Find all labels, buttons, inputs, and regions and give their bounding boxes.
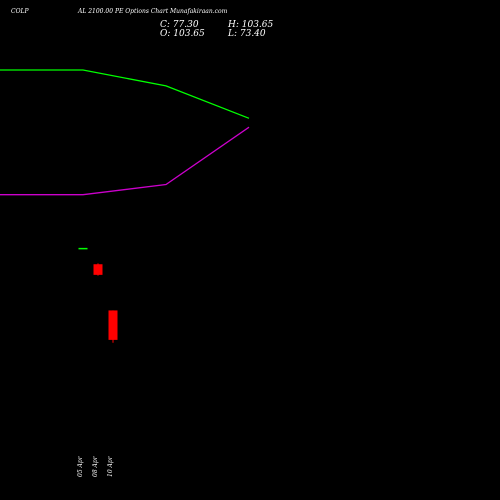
chart-symbol: COLP [11, 8, 29, 15]
upper-band-line [0, 69, 250, 119]
candle-body [93, 264, 103, 275]
lower-band-line [0, 126, 250, 196]
candle-body [78, 247, 88, 250]
open-value: O: 103.65 [160, 29, 205, 39]
close-value: C: 77.30 [160, 20, 199, 30]
x-tick-label: 05 Apr [77, 455, 84, 477]
candles-group [78, 247, 118, 343]
low-value: L: 73.40 [228, 29, 266, 39]
chart-subtitle: AL 2100.00 PE Options Chart Munafakiraan… [78, 8, 228, 15]
x-axis-ticks: 05 Apr 08 Apr 10 Apr [77, 455, 114, 477]
x-tick-label: 08 Apr [92, 455, 99, 477]
candle-body [108, 310, 118, 340]
high-value: H: 103.65 [228, 20, 274, 30]
x-tick-label: 10 Apr [107, 455, 114, 477]
